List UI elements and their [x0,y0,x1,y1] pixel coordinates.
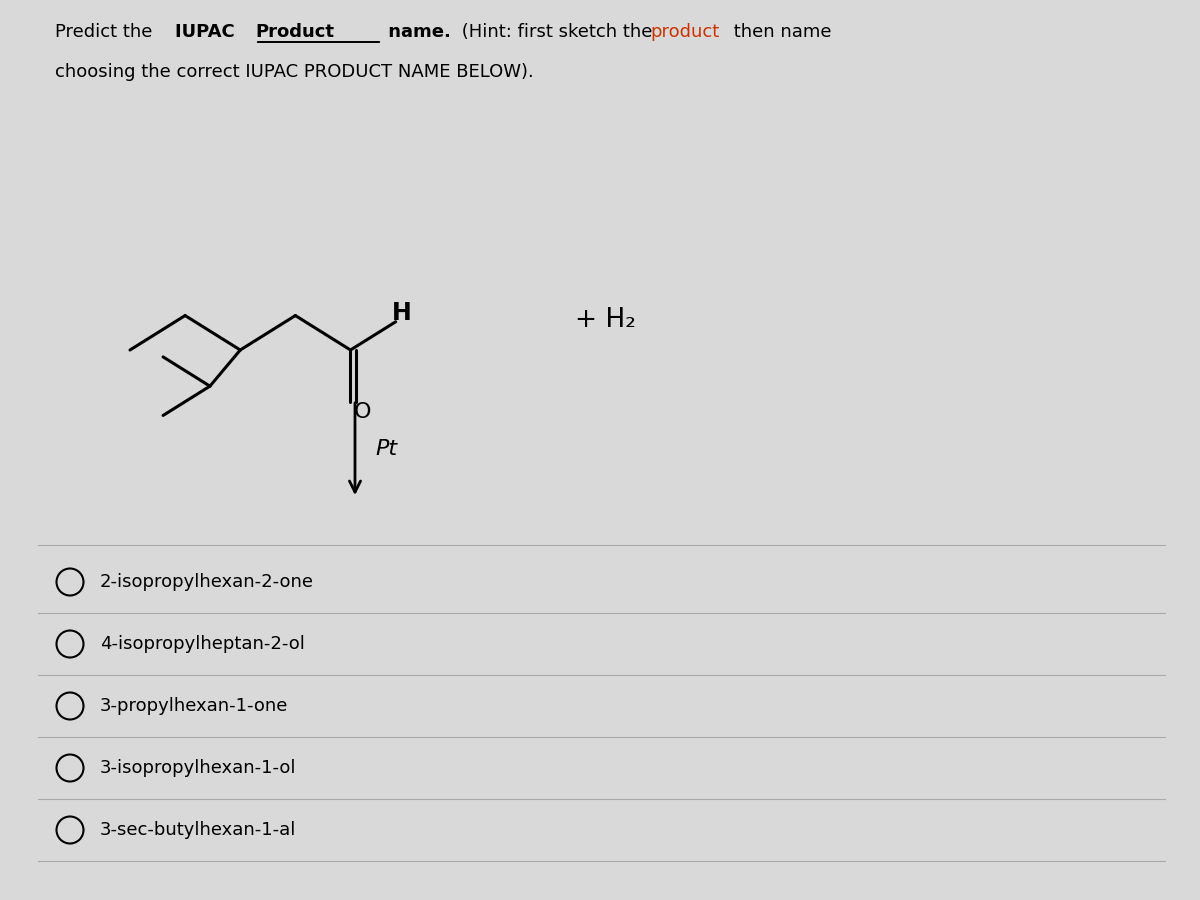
Text: Pt: Pt [374,439,397,459]
Text: then name: then name [728,23,832,41]
Text: 3-isopropylhexan-1-ol: 3-isopropylhexan-1-ol [100,759,296,777]
Text: + H₂: + H₂ [575,307,636,333]
Text: 3-propylhexan-1-one: 3-propylhexan-1-one [100,697,288,715]
Text: IUPAC: IUPAC [175,23,241,41]
Text: Predict the: Predict the [55,23,158,41]
Text: H: H [392,301,412,325]
Text: (Hint: first sketch the: (Hint: first sketch the [456,23,658,41]
Text: choosing the correct IUPAC PRODUCT NAME BELOW).: choosing the correct IUPAC PRODUCT NAME … [55,63,534,81]
Text: 2-isopropylhexan-2-one: 2-isopropylhexan-2-one [100,573,314,591]
Text: Product: Product [254,23,334,41]
Text: product: product [650,23,719,41]
Text: 3-sec-butylhexan-1-al: 3-sec-butylhexan-1-al [100,821,296,839]
Text: name.: name. [382,23,451,41]
Text: O: O [354,402,371,422]
Text: 4-isopropylheptan-2-ol: 4-isopropylheptan-2-ol [100,635,305,653]
